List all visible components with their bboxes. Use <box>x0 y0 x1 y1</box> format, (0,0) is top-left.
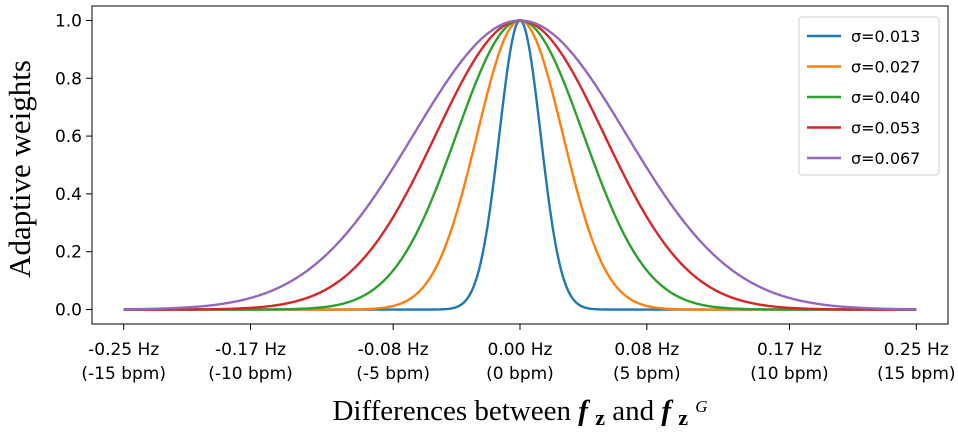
x-axis-title-f2-sub: z <box>678 405 688 430</box>
y-tick-label: 0.0 <box>55 301 82 321</box>
series-layer <box>123 19 917 311</box>
y-tick-label: 1.0 <box>55 11 82 31</box>
x-axis-title-f1: f <box>578 395 591 427</box>
x-axis-title: Differences between f z and f z G <box>332 395 707 432</box>
x-tick-label-bpm: (-15 bpm) <box>81 364 166 384</box>
x-tick-label-hz: 0.00 Hz <box>488 340 553 360</box>
legend-label-4: σ=0.053 <box>851 119 920 138</box>
series-line-3 <box>123 19 917 311</box>
x-tick-label-bpm: (-5 bpm) <box>356 364 430 384</box>
legend-box <box>798 16 940 176</box>
ticks-layer: -0.25 Hz (-15 bpm) -0.17 Hz (-10 bpm) -0.08 … <box>55 11 956 384</box>
legend: σ=0.013 σ=0.027 σ=0.040 σ=0.053 σ=0.067 <box>798 16 940 176</box>
series-line-2 <box>123 19 917 311</box>
legend-label-5: σ=0.067 <box>851 149 920 168</box>
x-axis-title-prefix: Differences between <box>332 395 578 427</box>
series-line-1 <box>123 19 917 311</box>
y-tick-label: 0.4 <box>55 185 82 205</box>
x-tick-label-bpm: (5 bpm) <box>613 364 681 384</box>
x-tick-label-bpm: (10 bpm) <box>750 364 828 384</box>
x-axis-title-f2-sup: G <box>695 397 707 416</box>
x-axis-title-f1-sub: z <box>595 405 605 430</box>
y-tick-label: 0.8 <box>55 69 82 89</box>
series-line-4 <box>123 19 917 311</box>
y-tick-label: 0.6 <box>55 127 82 147</box>
legend-items: σ=0.013 σ=0.027 σ=0.040 σ=0.053 σ=0.067 <box>807 27 920 168</box>
x-tick-label-hz: -0.08 Hz <box>358 340 429 360</box>
y-axis-title: Adaptive weights <box>2 60 37 278</box>
x-tick-label-bpm: (0 bpm) <box>486 364 554 384</box>
y-tick-label: 0.2 <box>55 243 82 263</box>
x-tick-label-bpm: (-10 bpm) <box>208 364 293 384</box>
x-tick-label-hz: -0.17 Hz <box>215 340 286 360</box>
legend-label-2: σ=0.027 <box>851 58 920 77</box>
x-axis-title-middle: and <box>612 395 661 427</box>
legend-label-1: σ=0.013 <box>851 27 920 46</box>
legend-label-3: σ=0.040 <box>851 88 920 107</box>
x-tick-label-hz: 0.17 Hz <box>757 340 822 360</box>
x-tick-label-hz: -0.25 Hz <box>88 340 159 360</box>
x-axis-title-f2: f <box>661 395 674 427</box>
x-tick-label-hz: 0.08 Hz <box>614 340 679 360</box>
x-tick-label-hz: 0.25 Hz <box>884 340 949 360</box>
series-line-5 <box>123 19 917 311</box>
x-tick-label-bpm: (15 bpm) <box>877 364 955 384</box>
